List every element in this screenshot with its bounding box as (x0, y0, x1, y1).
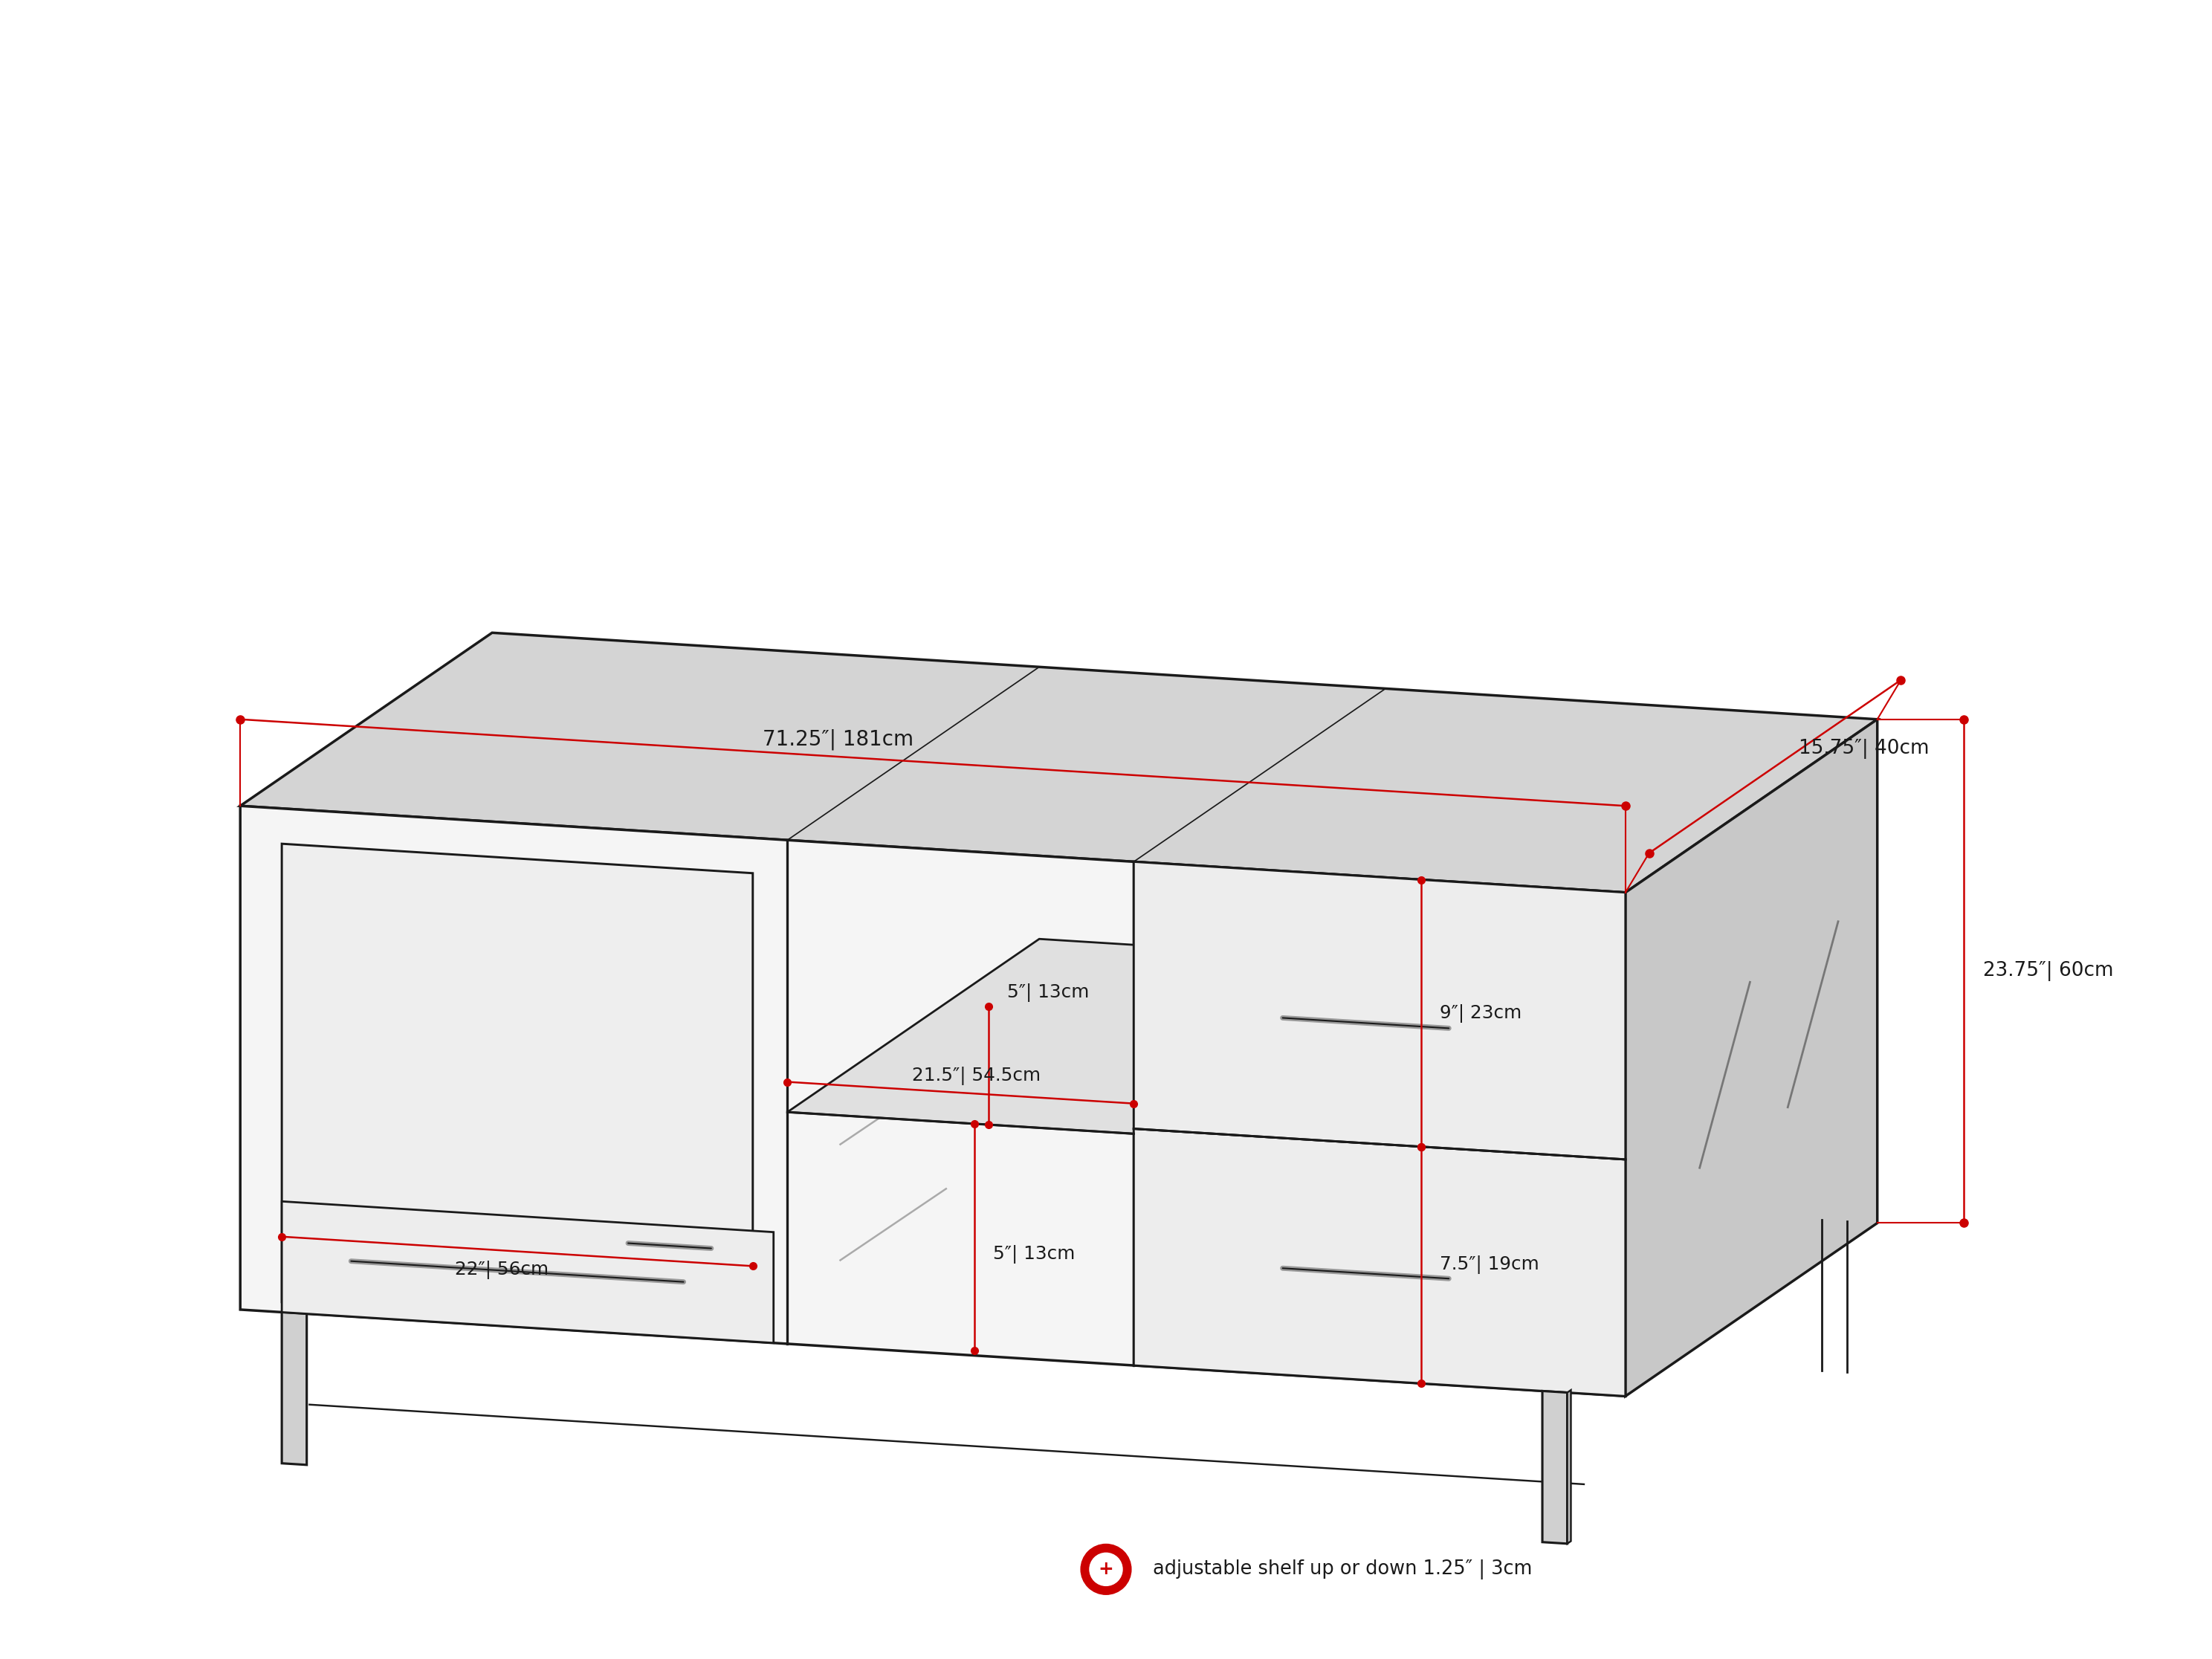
Polygon shape (281, 844, 752, 1332)
Circle shape (1082, 1545, 1130, 1594)
Text: 21.5″| 54.5cm: 21.5″| 54.5cm (911, 1067, 1040, 1085)
Polygon shape (787, 939, 1385, 1133)
Text: 71.25″| 181cm: 71.25″| 181cm (763, 728, 914, 750)
Text: +: + (1099, 1561, 1113, 1578)
Polygon shape (1135, 1128, 1626, 1397)
Polygon shape (1135, 861, 1626, 1160)
Text: 15.75″| 40cm: 15.75″| 40cm (1798, 738, 1929, 758)
Text: 5″| 13cm: 5″| 13cm (993, 1244, 1075, 1264)
Text: 9″| 23cm: 9″| 23cm (1440, 1004, 1522, 1022)
Polygon shape (241, 632, 491, 1309)
Text: 7.5″| 19cm: 7.5″| 19cm (1440, 1256, 1540, 1274)
Polygon shape (1542, 1390, 1568, 1543)
Circle shape (1091, 1553, 1121, 1586)
Text: 5″| 13cm: 5″| 13cm (1006, 984, 1088, 1002)
Text: 22″| 56cm: 22″| 56cm (456, 1261, 549, 1279)
Polygon shape (1568, 1390, 1571, 1543)
Text: adjustable shelf up or down 1.25″ | 3cm: adjustable shelf up or down 1.25″ | 3cm (1148, 1559, 1533, 1579)
Polygon shape (241, 806, 1626, 1397)
Polygon shape (241, 632, 1878, 893)
Polygon shape (1626, 720, 1878, 1397)
Polygon shape (281, 1201, 774, 1342)
Text: 23.75″| 60cm: 23.75″| 60cm (1982, 961, 2112, 980)
Polygon shape (281, 1312, 307, 1465)
